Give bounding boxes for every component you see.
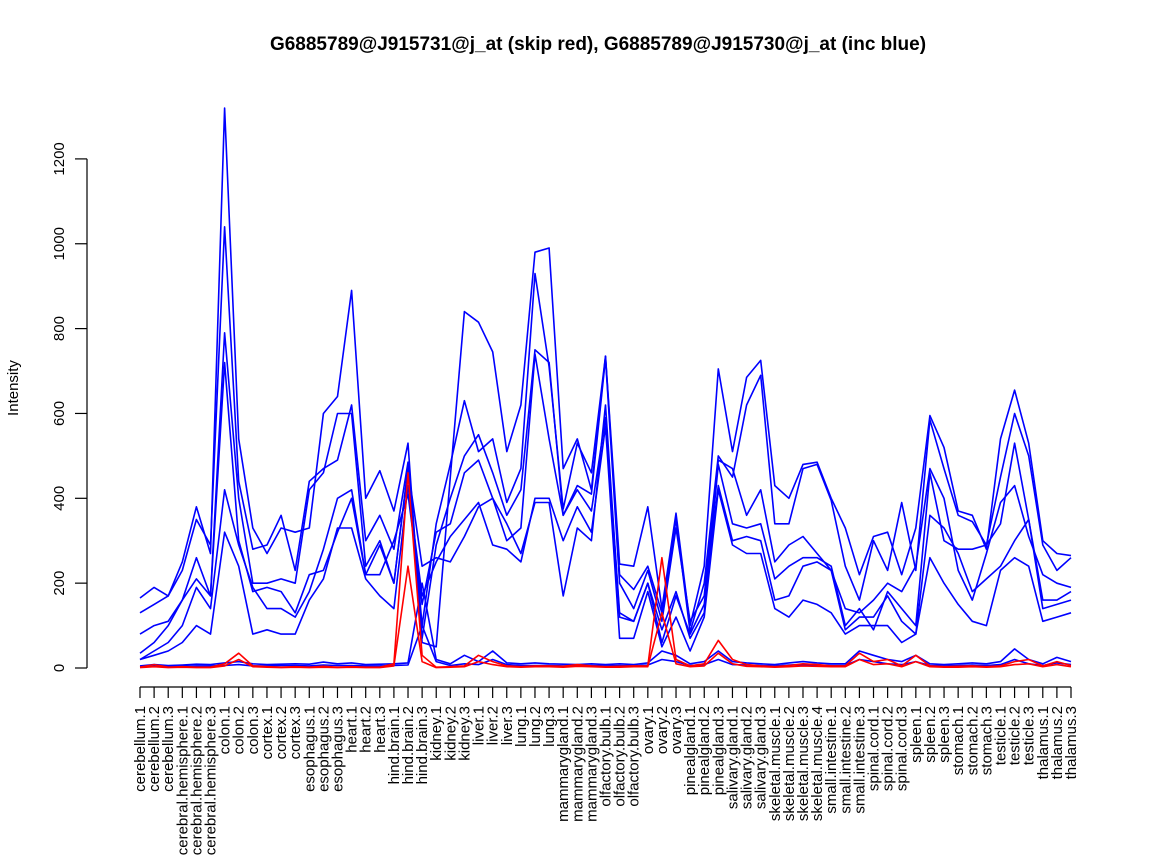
inc-series-line-1 bbox=[139, 107, 1072, 648]
x-tick-label: salivary.gland.3 bbox=[753, 706, 770, 809]
x-tick-label: liver.2 bbox=[485, 706, 502, 745]
inc-series-line-7 bbox=[139, 582, 1072, 667]
x-tick-label: skeletal.muscle.1 bbox=[767, 706, 784, 821]
x-tick-label: spleen.1 bbox=[908, 706, 925, 763]
x-tick-label: mammarygland.2 bbox=[569, 706, 586, 822]
x-tick-label: stomach.3 bbox=[978, 706, 995, 775]
x-tick-label: cortex.1 bbox=[259, 706, 276, 759]
x-tick-label: salivary.gland.2 bbox=[739, 706, 756, 809]
x-tick-label: olfactory.bulb.1 bbox=[598, 706, 615, 807]
x-tick-label: liver.3 bbox=[499, 706, 516, 745]
y-tick-label: 200 bbox=[51, 571, 68, 596]
x-tick-label: heart.3 bbox=[372, 706, 389, 753]
x-tick-label: hind.brain.3 bbox=[414, 706, 431, 784]
x-tick-label: salivary.gland.1 bbox=[724, 706, 741, 809]
inc-series-line-6 bbox=[139, 425, 1072, 661]
x-tick-label: spinal.cord.2 bbox=[880, 706, 897, 791]
x-tick-label: esophagus.1 bbox=[301, 706, 318, 792]
x-tick-label: pinealgland.3 bbox=[710, 706, 727, 795]
x-tick-label: colon.1 bbox=[217, 706, 234, 754]
x-tick-label: kidney.1 bbox=[428, 706, 445, 761]
x-tick-label: esophagus.3 bbox=[329, 706, 346, 792]
x-tick-label: mammarygland.3 bbox=[583, 706, 600, 822]
x-tick-label: thalamus.2 bbox=[1049, 706, 1066, 779]
x-tick-label: cerebral.hemisphere.3 bbox=[203, 706, 220, 855]
y-tick-label: 600 bbox=[51, 401, 68, 426]
x-tick-label: hind.brain.1 bbox=[386, 706, 403, 784]
x-tick-label: cerebellum.1 bbox=[132, 706, 149, 792]
x-tick-label: ovary.1 bbox=[640, 706, 657, 754]
x-tick-label: pinealgland.2 bbox=[696, 706, 713, 795]
x-tick-label: spleen.3 bbox=[936, 706, 953, 763]
x-tick-label: cerebellum.3 bbox=[160, 706, 177, 792]
x-tick-label: liver.1 bbox=[471, 706, 488, 745]
chart-title: G6885789@J915731@j_at (skip red), G68857… bbox=[270, 34, 926, 55]
x-tick-label: ovary.2 bbox=[654, 706, 671, 754]
x-tick-label: small.intestine.1 bbox=[823, 706, 840, 814]
x-tick-label: testicle.3 bbox=[1021, 706, 1038, 765]
skip-series-line-9 bbox=[139, 471, 1072, 669]
x-tick-label: heart.2 bbox=[358, 706, 375, 753]
x-tick-label: esophagus.2 bbox=[315, 706, 332, 792]
x-tick-label: skeletal.muscle.4 bbox=[809, 706, 826, 821]
x-tick-label: heart.1 bbox=[344, 706, 361, 753]
x-tick-label: olfactory.bulb.2 bbox=[612, 706, 629, 807]
x-axis: cerebellum.1cerebellum.2cerebellum.3cere… bbox=[132, 686, 1080, 855]
x-tick-label: stomach.1 bbox=[950, 706, 967, 775]
x-tick-label: cortex.2 bbox=[273, 706, 290, 759]
x-tick-label: skeletal.muscle.2 bbox=[781, 706, 798, 821]
inc-series-line-4 bbox=[139, 353, 1072, 654]
inc-series-line-3 bbox=[139, 331, 1072, 640]
x-tick-label: hind.brain.2 bbox=[400, 706, 417, 784]
x-tick-label: cerebellum.2 bbox=[146, 706, 163, 792]
x-tick-label: spinal.cord.3 bbox=[894, 706, 911, 791]
inc-series-line-2 bbox=[139, 226, 1072, 633]
x-tick-label: ovary.3 bbox=[668, 706, 685, 754]
x-tick-label: testicle.2 bbox=[1007, 706, 1024, 765]
y-tick-label: 800 bbox=[51, 316, 68, 341]
x-tick-label: spleen.2 bbox=[922, 706, 939, 763]
x-tick-label: stomach.2 bbox=[964, 706, 981, 775]
x-tick-label: kidney.3 bbox=[456, 706, 473, 761]
x-tick-label: cerebral.hemisphere.2 bbox=[188, 706, 205, 855]
x-tick-label: pinealgland.1 bbox=[682, 706, 699, 795]
x-tick-label: cortex.3 bbox=[287, 706, 304, 759]
y-tick-label: 1200 bbox=[51, 142, 68, 175]
y-axis: 0 200 400 600 800 1000 1200 bbox=[51, 142, 88, 672]
x-tick-label: thalamus.1 bbox=[1035, 706, 1052, 779]
x-tick-label: spinal.cord.1 bbox=[866, 706, 883, 791]
series-group bbox=[139, 107, 1072, 669]
x-tick-label: olfactory.bulb.3 bbox=[626, 706, 643, 807]
x-tick-label: colon.2 bbox=[231, 706, 248, 754]
y-tick-label: 0 bbox=[51, 664, 68, 672]
x-tick-label: small.intestine.2 bbox=[837, 706, 854, 814]
y-tick-label: 400 bbox=[51, 486, 68, 511]
y-tick-label: 1000 bbox=[51, 227, 68, 260]
skip-series-line-10 bbox=[139, 565, 1072, 669]
x-tick-label: lung.3 bbox=[541, 706, 558, 747]
inc-series-line-8 bbox=[139, 624, 1072, 668]
x-tick-label: lung.1 bbox=[513, 706, 530, 747]
y-axis-label: Intensity bbox=[5, 360, 22, 416]
x-tick-label: cerebral.hemisphere.1 bbox=[174, 706, 191, 855]
x-tick-label: skeletal.muscle.3 bbox=[795, 706, 812, 821]
x-tick-label: mammarygland.1 bbox=[555, 706, 572, 822]
x-tick-label: lung.2 bbox=[527, 706, 544, 747]
x-tick-label: small.intestine.3 bbox=[851, 706, 868, 814]
x-tick-label: colon.3 bbox=[245, 706, 262, 754]
x-tick-label: kidney.2 bbox=[442, 706, 459, 761]
x-tick-label: testicle.1 bbox=[992, 706, 1009, 765]
x-tick-label: thalamus.3 bbox=[1063, 706, 1080, 779]
